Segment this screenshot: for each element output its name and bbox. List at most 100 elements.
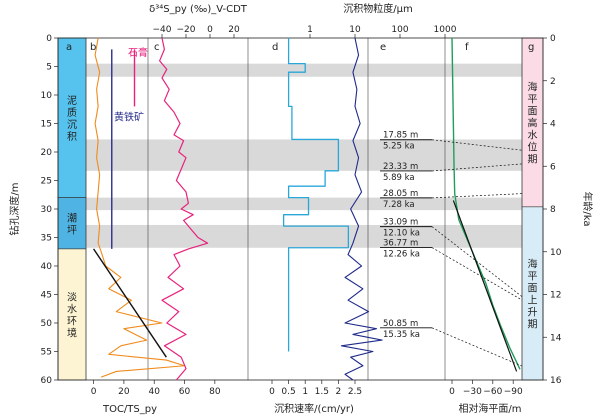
- toc-tick-label: 40: [148, 387, 160, 397]
- lithology-label: 环: [67, 316, 77, 327]
- toc-tick-label: 60: [179, 387, 191, 397]
- series-sea-level: [451, 37, 521, 370]
- age-tick-label: 2: [550, 77, 556, 87]
- sea-level-phase-label: 高: [528, 116, 538, 129]
- panel-letter: a: [66, 42, 72, 53]
- panel-letter: e: [380, 42, 386, 53]
- d34s-tick-label: 20: [228, 25, 240, 35]
- tie-point-depth: 23.33 m: [383, 162, 418, 172]
- panel-letter: b: [90, 42, 96, 53]
- depth-tick-label: 10: [41, 91, 53, 101]
- tie-point-connector: [431, 139, 523, 151]
- depth-tick-label: 20: [41, 148, 53, 158]
- grain-tick-label: 1: [307, 25, 313, 35]
- sealevel-tick-label: −30: [463, 387, 482, 397]
- depth-tick-label: 45: [41, 291, 52, 301]
- rate-tick-label: 1: [302, 387, 308, 397]
- tie-point-age: 12.10 ka: [383, 229, 420, 239]
- d34s-axis-label: δ³⁴S_py (‰)_V-CDT: [149, 4, 248, 15]
- depth-tick-label: 5: [46, 63, 52, 73]
- grain-tick-label: 1000: [434, 25, 457, 35]
- tie-point-depth: 28.05 m: [383, 189, 418, 199]
- tie-point-connector: [431, 193, 523, 199]
- age-tick-label: 8: [550, 205, 556, 215]
- sea-level-phase-label: 平: [528, 271, 538, 282]
- tie-point-depth: 50.85 m: [383, 319, 418, 329]
- age-tick-label: 16: [550, 376, 562, 386]
- sea-level-phase-label: 海: [528, 80, 538, 93]
- depth-tick-label: 25: [41, 177, 52, 187]
- sea-level-phase-label: 海: [528, 257, 538, 270]
- rate-tick-label: 1.5: [315, 387, 329, 397]
- age-tick-label: 14: [550, 333, 562, 343]
- sealevel-tick-label: 0: [449, 387, 455, 397]
- tie-point-depth: 36.77 m: [383, 239, 418, 249]
- d34s-tick-label: −20: [177, 25, 196, 35]
- panel-letter: f: [465, 42, 469, 53]
- age-tick-label: 12: [550, 291, 561, 301]
- lithology-label: 潮: [67, 211, 77, 224]
- toc-tick-label: 20: [118, 387, 130, 397]
- sea-level-phase-label: 位: [528, 140, 538, 153]
- toc-tick-label: 80: [209, 387, 221, 397]
- gray-band: [86, 224, 522, 248]
- depth-tick-label: 35: [41, 234, 52, 244]
- sea-level-phase-label: 期: [528, 153, 538, 165]
- depth-axis-label: 钻孔深度/m: [8, 182, 21, 235]
- rate-tick-label: 2.5: [348, 387, 362, 397]
- age-tick-label: 6: [550, 162, 556, 172]
- series-d34s: [159, 37, 209, 381]
- rate-tick-label: 2: [336, 387, 342, 397]
- depth-tick-label: 15: [41, 120, 52, 130]
- rate-tick-label: 0.5: [281, 387, 295, 397]
- lithology-label: 泥: [67, 94, 77, 107]
- depth-tick-label: 55: [41, 348, 52, 358]
- tie-point-connector: [431, 247, 523, 301]
- lithology-label: 水: [67, 303, 77, 315]
- sea-level-phase-label: 升: [528, 306, 538, 318]
- series-grain-size: [340, 37, 383, 381]
- lithology-label: 坪: [67, 223, 77, 236]
- age-axis-label: 年龄/ka: [581, 191, 594, 226]
- toc-axis-label: TOC/TS_py: [102, 404, 157, 415]
- tie-point-depth: 17.85 m: [383, 131, 418, 141]
- tie-point-depth: 33.09 m: [383, 218, 418, 228]
- series-sed-rate: [282, 38, 350, 352]
- grain-tick-label: 10: [349, 25, 361, 35]
- lithology-label: 积: [67, 131, 77, 143]
- grain-axis-label: 沉积物粒度/μm: [343, 2, 412, 15]
- sea-level-phase-label: 期: [528, 318, 538, 330]
- age-tick-label: 4: [550, 120, 556, 130]
- lithology-label: 境: [67, 326, 77, 339]
- lithology-label: 沉: [67, 118, 77, 131]
- gray-band: [86, 139, 522, 171]
- tie-point-age: 15.35 ka: [383, 330, 420, 340]
- age-tick-label: 10: [550, 248, 562, 258]
- grain-tick-label: 100: [391, 25, 408, 35]
- tie-point-connector: [431, 226, 523, 297]
- age-tick-label: 0: [550, 34, 556, 44]
- rate-axis-label: 沉积速率/(cm/yr): [274, 402, 354, 415]
- tie-point-age: 5.25 ka: [383, 142, 415, 152]
- series-toc: [94, 37, 186, 378]
- d34s-tick-label: −40: [153, 25, 172, 35]
- depth-tick-label: 50: [41, 319, 53, 329]
- sea-level-phase-label: 面: [528, 106, 538, 117]
- gray-band: [86, 197, 522, 211]
- tie-point-age: 7.28 ka: [383, 200, 415, 210]
- toc-tick-label: 0: [91, 387, 97, 397]
- panel-letter: d: [272, 42, 278, 53]
- pyrite-label: 黄铁矿: [114, 111, 144, 124]
- tie-point-connector: [431, 327, 523, 367]
- sealevel-tick-label: −90: [504, 387, 523, 397]
- depth-tick-label: 0: [46, 34, 52, 44]
- depth-tick-label: 40: [41, 262, 53, 272]
- tie-point-connector: [431, 163, 523, 172]
- depth-tick-label: 30: [41, 205, 53, 215]
- panel-letter: g: [528, 42, 534, 53]
- d34s-tick-label: 0: [207, 25, 213, 35]
- gypsum-label: 石膏: [128, 46, 148, 59]
- sealevel-axis-label: 相对海平面/m: [458, 402, 521, 415]
- sea-level-phase-label: 面: [528, 283, 538, 294]
